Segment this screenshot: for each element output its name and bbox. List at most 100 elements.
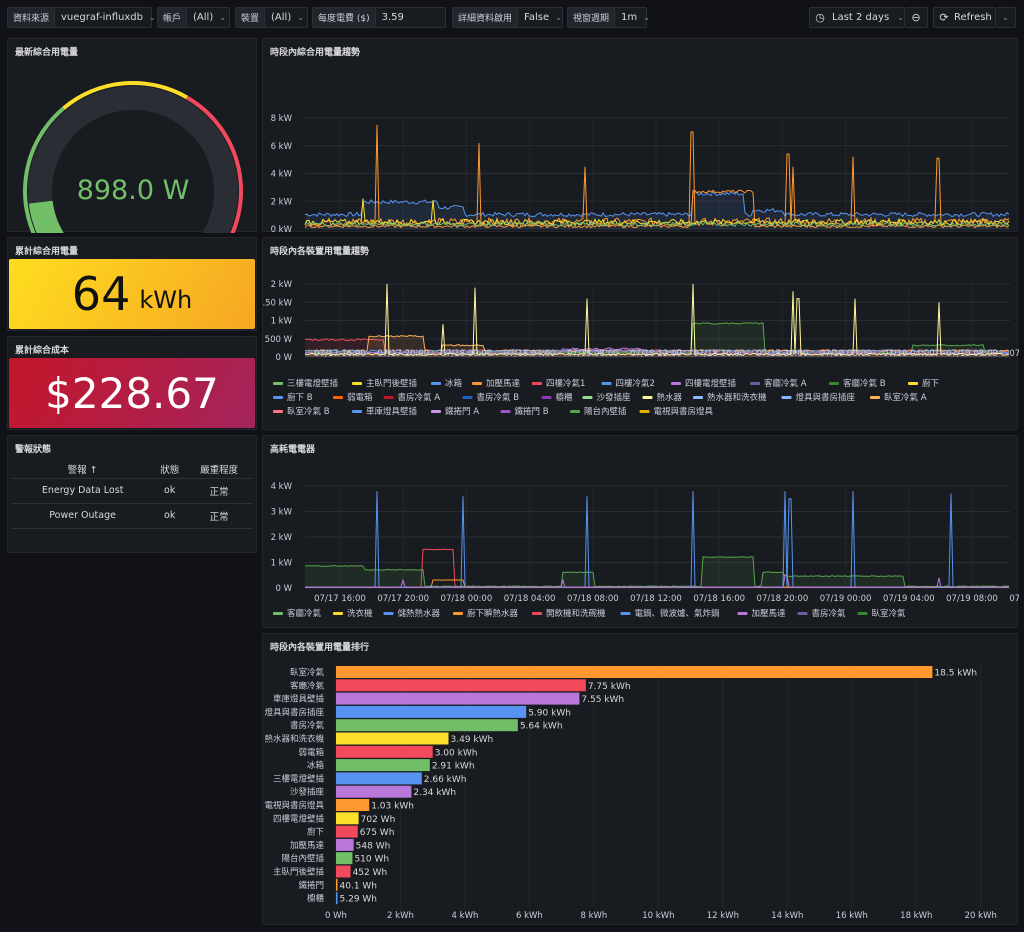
legend-item: 四樓冷氣2 bbox=[616, 378, 655, 389]
device-value[interactable]: (All) bbox=[271, 12, 292, 23]
bar-value-label: 548 Wh bbox=[356, 841, 391, 851]
legend-item: 加壓馬達 bbox=[486, 378, 521, 389]
total-trend-panel: 時段內綜合用電量趨勢 8 kW6 kW4 kW2 kW0 kW07/17 16:… bbox=[262, 38, 1019, 233]
category-label: 冰箱 bbox=[307, 760, 325, 771]
legend-swatch bbox=[352, 382, 362, 385]
bar bbox=[336, 679, 586, 692]
x-tick-label: 07/18 04:00 bbox=[504, 594, 556, 604]
legend-item: 客廳冷氣 bbox=[287, 608, 322, 619]
time-range-picker[interactable]: ◷ Last 2 days ⌄ bbox=[809, 7, 905, 28]
category-label: 鐵捲門 bbox=[298, 880, 324, 891]
x-tick-label: 0 Wh bbox=[325, 911, 347, 921]
legend-item: 弱電箱 bbox=[347, 392, 373, 403]
account-variable[interactable]: 帳戶 (All) ⌄ bbox=[157, 7, 230, 28]
legend-item: 廚下瞬熱水器 bbox=[467, 608, 519, 619]
bar bbox=[336, 705, 527, 718]
cost-stat-box: $228.67 bbox=[9, 358, 255, 428]
bar-value-label: 1.03 kWh bbox=[371, 802, 414, 812]
panel-title: 累計綜合用電量 bbox=[15, 247, 79, 257]
bar bbox=[336, 865, 351, 878]
power-gauge bbox=[23, 81, 243, 233]
clock-icon: ◷ bbox=[815, 11, 825, 24]
bar-value-label: 510 Wh bbox=[354, 855, 389, 865]
column-header-alert[interactable]: 警報 ↑ bbox=[12, 460, 154, 479]
x-tick-label: 12 kWh bbox=[707, 911, 739, 921]
device-variable[interactable]: 裝置 (All) ⌄ bbox=[235, 7, 308, 28]
refresh-label: Refresh bbox=[954, 12, 992, 23]
legend-swatch bbox=[671, 382, 681, 385]
legend-item: 書房冷氣 B bbox=[477, 392, 520, 403]
bar-value-label: 7.55 kWh bbox=[581, 695, 624, 705]
refresh-button[interactable]: ⟳ Refresh bbox=[933, 7, 996, 28]
panel-title: 時段內各裝置用電量趨勢 bbox=[270, 247, 370, 257]
bar-value-label: 40.1 Wh bbox=[340, 881, 378, 891]
legend-item: 臥室冷氣 B bbox=[287, 406, 330, 417]
energy-stat-box: 64 kWh bbox=[9, 259, 255, 329]
device-label: 裝置 bbox=[236, 8, 266, 27]
zoom-out-icon: ⊖ bbox=[911, 11, 921, 24]
legend-swatch bbox=[383, 612, 394, 615]
detail-label: 詳細資料啟用 bbox=[453, 8, 519, 27]
x-tick-label: 07/19 00:00 bbox=[820, 594, 872, 604]
zoom-out-button[interactable]: ⊖ bbox=[905, 7, 928, 28]
window-value[interactable]: 1m bbox=[621, 12, 638, 23]
legend-swatch bbox=[781, 396, 792, 399]
panel-title: 高耗電電器 bbox=[270, 445, 316, 455]
category-label: 書房冷氣 bbox=[290, 720, 325, 731]
x-tick-label: 07/19 12:00 bbox=[1009, 594, 1019, 604]
alert-state: ok bbox=[153, 478, 187, 504]
datasource-variable[interactable]: 資料來源 vuegraf-influxdb ⌄ bbox=[7, 7, 156, 28]
legend-item: 客廳冷氣 B bbox=[843, 378, 886, 389]
x-tick-label: 8 kWh bbox=[580, 911, 607, 921]
category-label: 客廳冷氣 bbox=[290, 680, 325, 691]
legend-swatch bbox=[472, 382, 482, 385]
datasource-value[interactable]: vuegraf-influxdb bbox=[61, 12, 143, 23]
detail-value[interactable]: False bbox=[524, 12, 550, 23]
x-tick-label: 07/18 20:00 bbox=[757, 349, 809, 359]
legend-swatch bbox=[750, 382, 760, 385]
column-header-state[interactable]: 狀態 bbox=[153, 460, 187, 479]
legend-swatch bbox=[642, 396, 653, 399]
price-variable[interactable]: 每度電費 ($) bbox=[312, 7, 446, 28]
detail-variable[interactable]: 詳細資料啟用 False ⌄ bbox=[452, 7, 563, 28]
x-tick-label: 07/19 00:00 bbox=[820, 349, 872, 359]
energy-unit: kWh bbox=[139, 286, 193, 314]
high-power-chart[interactable]: 4 kW 3 kW 2 kW 1 kW 0 W 07/17 16:00 07/17 20:0… bbox=[263, 436, 1019, 629]
bar bbox=[336, 719, 518, 732]
legend-item: 車庫燈具壁插 bbox=[366, 406, 418, 417]
ranking-bar-chart[interactable]: 0 Wh 2 kWh 4 kWh 6 kWh 8 kWh 10 kWh 12 kWh 14 k… bbox=[263, 634, 1019, 926]
legend-swatch bbox=[570, 410, 580, 413]
bar-value-label: 5.90 kWh bbox=[528, 708, 571, 718]
chevron-down-icon: ⌄ bbox=[219, 13, 226, 22]
time-range-label: Last 2 days bbox=[832, 12, 890, 23]
column-header-severity[interactable]: 嚴重程度 bbox=[186, 460, 252, 479]
legend-swatch bbox=[333, 612, 343, 615]
category-label: 陽台內壁插 bbox=[281, 853, 324, 864]
gauge-track bbox=[28, 86, 238, 233]
bar-value-label: 2.66 kWh bbox=[424, 775, 467, 785]
device-trend-chart[interactable]: 2 kW 1.50 kW 1 kW 500 W 0 W 07/17 16:00 07/17 … bbox=[263, 238, 1019, 431]
y-tick-label: 2 kW bbox=[271, 533, 293, 543]
bar-value-label: 452 Wh bbox=[353, 868, 388, 878]
account-value[interactable]: (All) bbox=[193, 12, 214, 23]
bar-value-label: 702 Wh bbox=[361, 815, 396, 825]
x-tick-label: 07/18 00:00 bbox=[441, 594, 493, 604]
gauge-value-arc bbox=[28, 200, 64, 233]
legend-item: 熱水器 bbox=[657, 392, 683, 403]
chevron-down-icon: ⌄ bbox=[148, 13, 156, 22]
series-water-heater bbox=[304, 283, 1010, 357]
category-label: 車庫燈具壁插 bbox=[273, 694, 325, 705]
bar-value-label: 2.91 kWh bbox=[432, 762, 475, 772]
x-tick-label: 07/18 16:00 bbox=[693, 349, 745, 359]
chevron-down-icon: ⌄ bbox=[297, 13, 304, 22]
category-label: 熱水器和洗衣機 bbox=[264, 734, 324, 745]
legend-item: 書房冷氣 A bbox=[398, 392, 441, 403]
window-variable[interactable]: 視窗週期 1m ⌄ bbox=[567, 7, 650, 28]
panel-title: 時段內綜合用電量趨勢 bbox=[270, 48, 361, 58]
legend-item: 臥室冷氣 bbox=[872, 608, 907, 619]
bar-value-label: 3.49 kWh bbox=[451, 735, 494, 745]
price-input[interactable] bbox=[375, 12, 446, 23]
chevron-down-icon: ⌄ bbox=[1002, 13, 1009, 22]
refresh-interval-dropdown[interactable]: ⌄ bbox=[996, 7, 1016, 28]
